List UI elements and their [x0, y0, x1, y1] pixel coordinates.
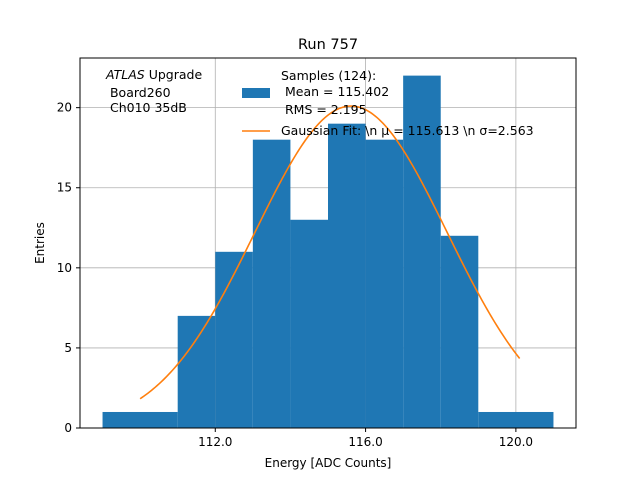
- legend-fit-label: Gaussian Fit: \n μ = 115.613 \n σ=2.563: [281, 123, 534, 138]
- histogram-bar-2: [215, 251, 253, 428]
- y-tick-label-2: 10: [57, 261, 72, 275]
- x-tick-label-2: 120.0: [499, 435, 533, 449]
- gaussian-fit-curve: [139, 105, 521, 400]
- histogram-bar-7: [403, 75, 441, 428]
- x-tick-label-0: 112.0: [198, 435, 232, 449]
- y-tick-label-3: 15: [57, 181, 72, 195]
- svg-text:ATLAS Upgrade: ATLAS Upgrade: [105, 67, 202, 82]
- histogram-bar-5: [328, 123, 366, 429]
- board-label: Board260: [106, 85, 171, 100]
- legend-hist-line-2: Mean = 115.402: [281, 84, 389, 99]
- legend-hist-line-1: Samples (124):: [281, 68, 376, 83]
- histogram-bar-0: [102, 411, 178, 428]
- y-axis-ticks: 0 5 10 15 20: [57, 101, 80, 435]
- histogram-bar-8: [440, 235, 479, 428]
- histogram-bars: [102, 75, 554, 429]
- y-axis-label: Entries: [33, 222, 47, 264]
- legend-hist-line-3: RMS = 2.195: [281, 102, 367, 117]
- chart-title: Run 757: [298, 37, 358, 53]
- atlas-annotation: ATLAS Upgrade Board260 Ch010 35dB: [105, 67, 202, 115]
- histogram-bar-1: [177, 315, 216, 428]
- legend-hist-swatch: [242, 88, 270, 98]
- histogram-bar-3: [252, 139, 291, 429]
- histogram-bar-4: [290, 219, 328, 428]
- histogram-bar-6: [365, 139, 404, 429]
- y-tick-label-4: 20: [57, 101, 72, 115]
- x-axis-ticks: 112.0 116.0 120.0: [198, 428, 533, 449]
- plot-frame: [79, 57, 577, 429]
- y-tick-label-1: 5: [64, 341, 72, 355]
- legend: Samples (124): Mean = 115.402 RMS = 2.19…: [242, 68, 534, 138]
- y-tick-label-0: 0: [64, 421, 72, 435]
- atlas-label: ATLAS: [105, 67, 145, 82]
- x-axis-label: Energy [ADC Counts]: [265, 456, 392, 470]
- channel-label: Ch010 35dB: [106, 100, 187, 115]
- x-tick-label-1: 116.0: [348, 435, 382, 449]
- histogram-bar-9: [478, 411, 554, 428]
- upgrade-label: Upgrade: [145, 67, 203, 82]
